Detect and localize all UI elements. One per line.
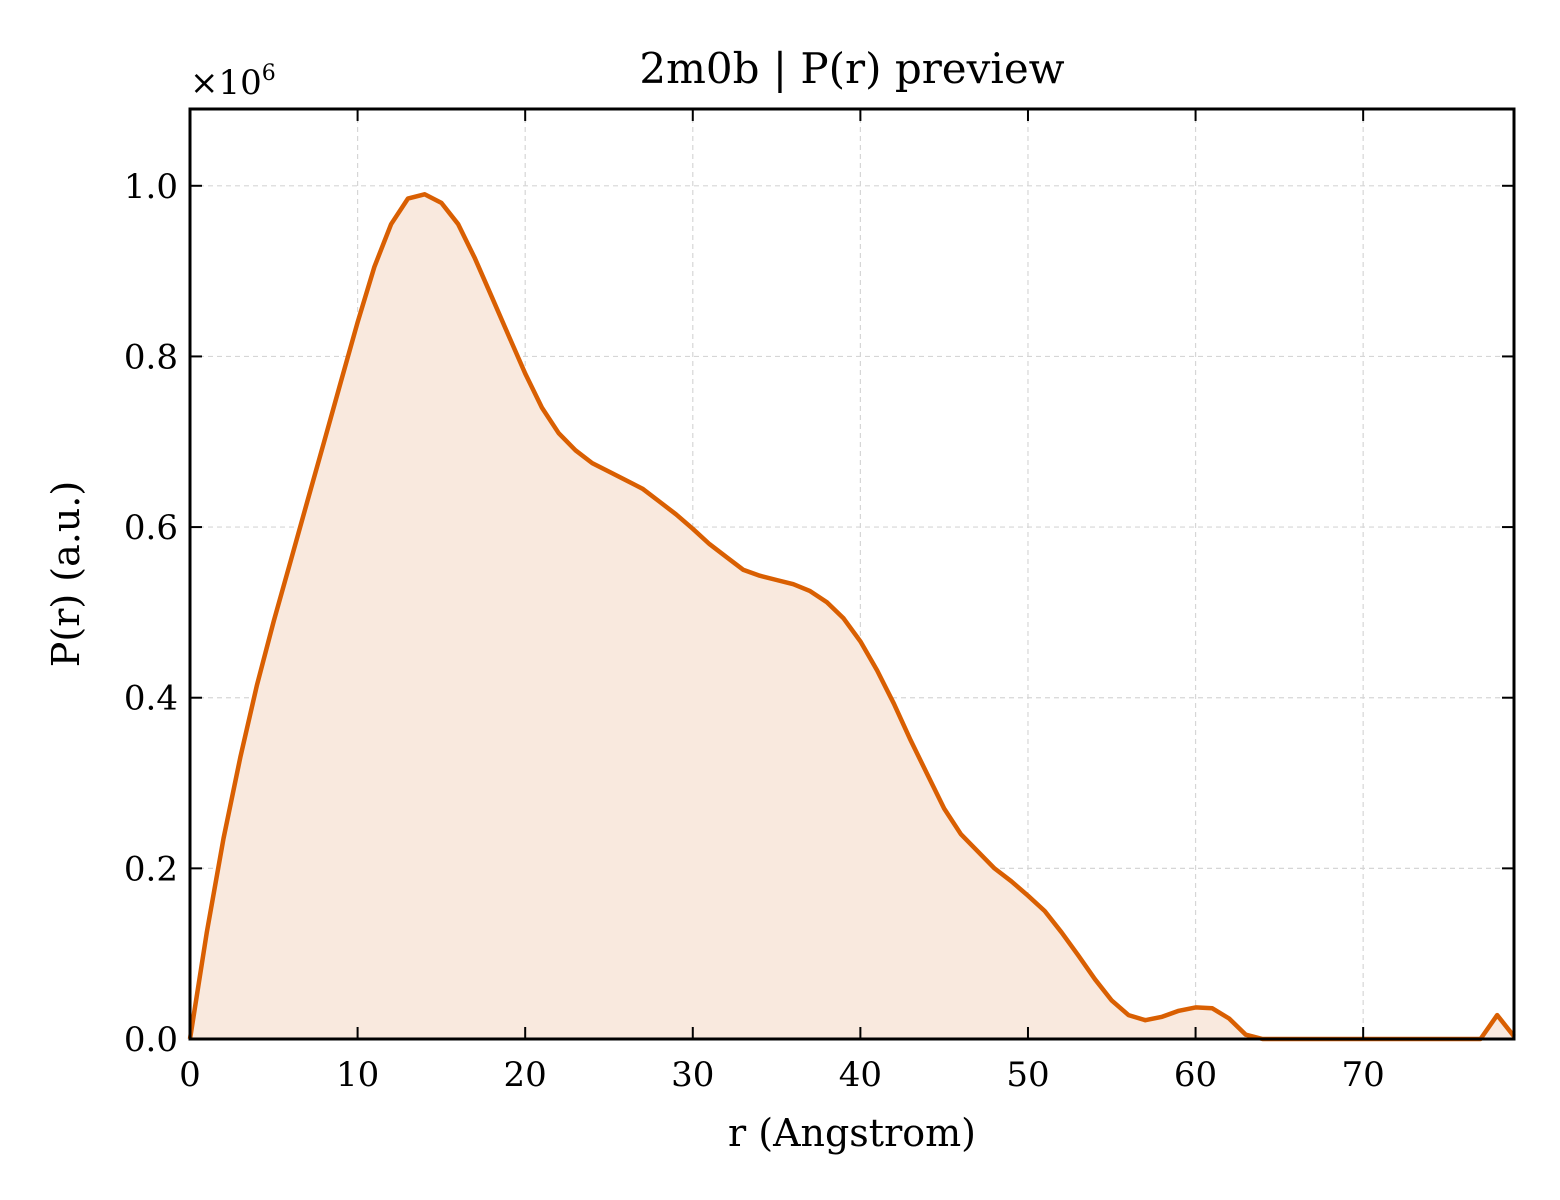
x-tick-label: 40 [839, 1055, 882, 1095]
x-tick-label: 60 [1174, 1055, 1217, 1095]
x-tick-label: 50 [1006, 1055, 1049, 1095]
x-tick-label: 20 [504, 1055, 547, 1095]
y-tick-label: 0.0 [124, 1020, 178, 1060]
ticks: 0 10 20 30 40 50 60 70 0.0 0.2 0.4 0.6 0.8 1.0 [124, 109, 1514, 1095]
y-tick-label: 0.6 [124, 508, 178, 548]
plot-frame [188, 107, 1516, 1041]
y-tick-label: 0.2 [124, 849, 178, 889]
x-axis-label: r (Angstrom) [728, 1111, 976, 1155]
y-axis-label: P(r) (a.u.) [44, 481, 88, 667]
y-tick-label: 1.0 [124, 167, 178, 207]
y-tick-label: 0.4 [124, 679, 178, 719]
x-tick-label: 10 [336, 1055, 379, 1095]
area-fill [190, 194, 1514, 1040]
x-tick-label: 70 [1342, 1055, 1385, 1095]
x-tick-label: 0 [179, 1055, 201, 1095]
chart-title: 2m0b | P(r) preview [639, 44, 1064, 93]
x-tick-label: 30 [671, 1055, 714, 1095]
y-tick-label: 0.8 [124, 337, 178, 377]
y-multiplier: ×106 [190, 61, 276, 103]
